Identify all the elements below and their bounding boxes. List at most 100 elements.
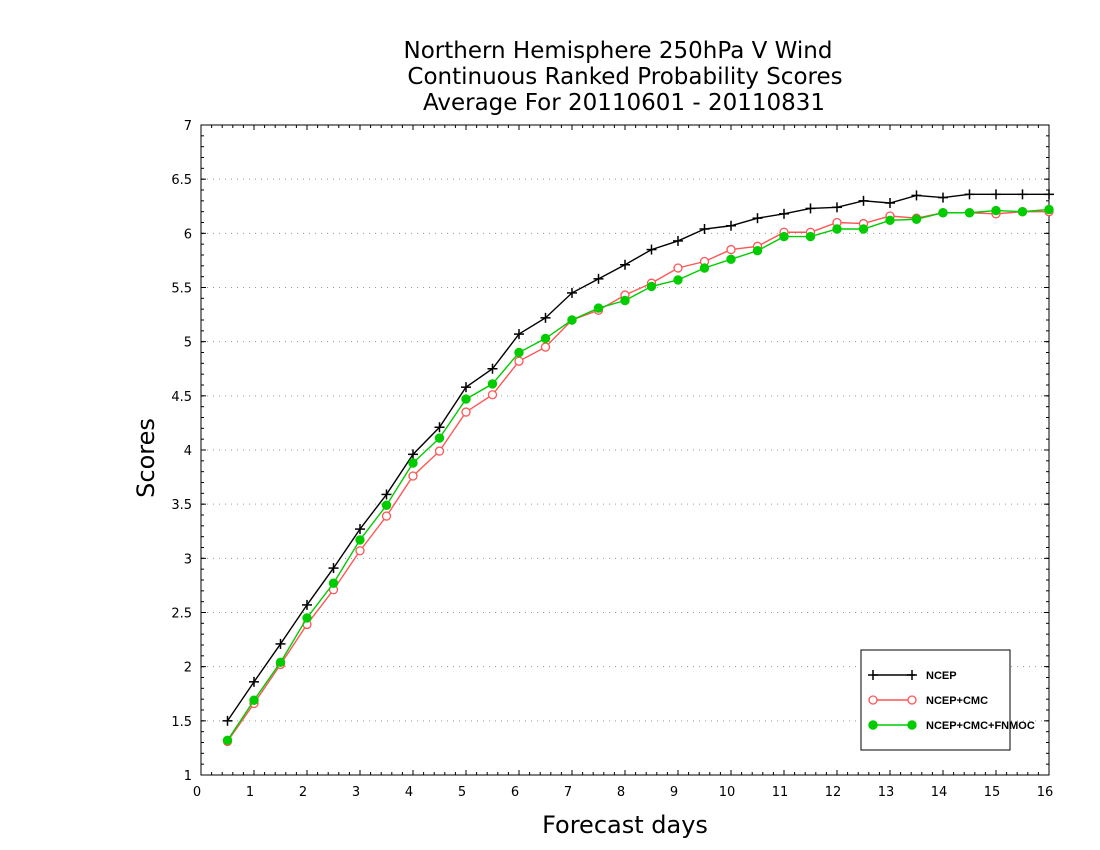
y-tick-label: 1.5 <box>171 715 192 730</box>
x-tick-label: 6 <box>511 785 519 800</box>
data-point <box>514 329 524 340</box>
legend-marker <box>907 695 917 705</box>
data-point <box>567 287 577 298</box>
data-point <box>1017 189 1028 200</box>
title-line-3: Average For 20110601 - 20110831 <box>423 90 825 116</box>
data-point <box>461 382 471 393</box>
data-point <box>620 295 630 306</box>
data-point <box>540 333 551 344</box>
data-point <box>222 715 233 726</box>
data-point <box>779 208 789 219</box>
data-point <box>487 390 498 400</box>
x-tick-label: 8 <box>617 785 625 800</box>
y-tick-label: 6.5 <box>171 173 192 188</box>
data-point <box>620 259 630 270</box>
data-point <box>885 198 895 208</box>
data-point <box>699 224 710 234</box>
data-point <box>673 235 683 246</box>
data-point <box>911 190 922 201</box>
data-point <box>381 489 392 500</box>
series-group <box>222 189 1054 747</box>
chart-title: Northern Hemisphere 250hPa V Wind Contin… <box>404 38 843 116</box>
data-point <box>222 735 233 746</box>
data-point <box>938 192 948 203</box>
data-point <box>858 224 869 234</box>
data-point <box>408 471 418 481</box>
legend-label: NCEP+CMC+FNMOC <box>926 720 1035 732</box>
data-point <box>673 263 683 273</box>
data-point <box>726 254 736 265</box>
data-point <box>567 315 577 325</box>
x-tick-label: 9 <box>670 785 678 800</box>
data-point <box>832 202 842 213</box>
data-point <box>275 657 286 668</box>
y-tick-label: 3.5 <box>171 498 192 513</box>
data-point <box>726 220 736 231</box>
x-tick-label: 4 <box>405 785 413 800</box>
data-point <box>302 599 312 610</box>
data-point <box>1017 206 1028 217</box>
x-tick-label: 5 <box>458 785 466 800</box>
data-point <box>805 231 816 242</box>
x-axis-label: Forecast days <box>542 811 708 839</box>
y-tick-label: 2 <box>184 661 192 676</box>
legend-label: NCEP+CMC <box>926 695 988 707</box>
x-tick-label: 2 <box>299 785 307 800</box>
data-point <box>381 500 392 510</box>
y-tick-label: 4 <box>184 444 192 459</box>
legend-marker <box>907 720 917 730</box>
x-tick-label: 10 <box>719 785 736 800</box>
data-point <box>911 214 922 224</box>
data-point <box>514 356 524 366</box>
data-point <box>991 205 1001 216</box>
x-tick-label: 7 <box>564 785 572 800</box>
legend-marker <box>868 670 878 680</box>
data-point <box>355 546 365 556</box>
data-point <box>540 342 551 352</box>
x-tick-label: 14 <box>931 785 948 800</box>
data-point <box>646 244 657 255</box>
data-point <box>408 449 418 460</box>
data-point <box>355 535 365 545</box>
data-point <box>328 578 339 588</box>
data-point <box>726 244 736 255</box>
data-point <box>434 433 445 443</box>
data-point <box>514 347 524 358</box>
data-point <box>805 203 816 214</box>
data-point <box>434 446 445 456</box>
y-axis-label: Scores <box>132 418 160 498</box>
data-point <box>699 263 710 273</box>
data-point <box>858 195 869 206</box>
data-point <box>355 524 365 535</box>
legend: NCEP NCEP+CMC NCEP+CMC+FNMOC <box>860 649 1035 751</box>
legend-marker <box>868 695 878 705</box>
data-point <box>434 422 445 433</box>
series-ncep <box>222 189 1054 726</box>
data-point <box>540 312 551 323</box>
data-point <box>381 511 392 521</box>
data-point <box>752 213 763 224</box>
legend-item-ncep-cmc: NCEP+CMC <box>868 695 988 707</box>
data-point <box>275 638 286 649</box>
data-point <box>408 458 418 468</box>
data-point <box>302 613 312 623</box>
x-tick-label: 0 <box>193 785 201 800</box>
y-tick-label: 7 <box>184 119 192 134</box>
y-tick-label: 6 <box>184 227 192 242</box>
y-tick-label: 2.5 <box>171 607 192 622</box>
legend-label: NCEP <box>926 670 957 682</box>
legend-item-ncep-cmc-fnmoc: NCEP+CMC+FNMOC <box>868 720 1035 732</box>
data-point <box>461 394 471 404</box>
axis-ticks: 11.522.533.544.555.566.570 1 2 3 4 5 6 7 8 9 10 11 1… <box>171 119 1053 800</box>
data-point <box>249 676 259 687</box>
data-point <box>752 245 763 256</box>
y-tick-label: 5.5 <box>171 282 192 297</box>
data-point <box>779 231 789 242</box>
title-line-2: Continuous Ranked Probability Scores <box>407 64 842 90</box>
data-point <box>1044 204 1054 215</box>
data-point <box>487 379 498 389</box>
data-point <box>328 563 339 574</box>
legend-item-ncep: NCEP <box>868 670 957 682</box>
data-point <box>646 281 657 292</box>
data-point <box>832 224 842 234</box>
